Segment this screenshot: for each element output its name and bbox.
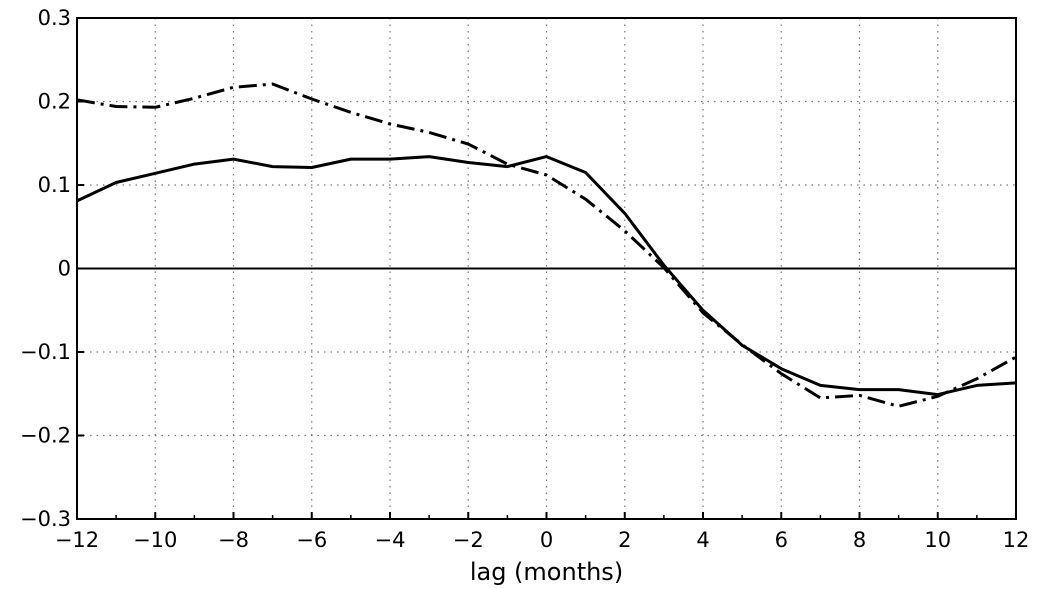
x-tick-label: −8 [218,528,249,552]
x-tick-label: 12 [1003,528,1030,552]
x-tick-label: −2 [453,528,484,552]
x-tick-label: −6 [296,528,327,552]
series-line-solid [76,155,1017,397]
grid [77,18,1016,519]
y-axis-tick-labels: 0.3 0.2 0.1 0 −0.1 −0.2 −0.3 [20,6,71,531]
y-tick-label: −0.3 [20,507,71,531]
x-axis-tick-labels: −12 −10 −8 −6 −4 −2 0 2 4 6 8 10 12 [55,528,1030,552]
x-tick-label: 2 [618,528,631,552]
axis-ticks [76,17,1017,520]
x-tick-label: −10 [133,528,177,552]
x-tick-label: 8 [853,528,866,552]
x-tick-label: 10 [924,528,951,552]
y-tick-label: 0.1 [38,173,71,197]
y-tick-label: −0.2 [20,424,71,448]
x-tick-label: −12 [55,528,99,552]
series-line-dash-dot [76,82,1017,408]
x-axis-title: lag (months) [470,558,623,586]
y-tick-label: 0 [58,257,71,281]
x-tick-label: 4 [696,528,709,552]
y-tick-label: −0.1 [20,340,71,364]
x-tick-label: −4 [375,528,406,552]
series-layer [76,82,1017,408]
y-tick-label: 0.2 [38,90,71,114]
x-tick-label: 6 [775,528,788,552]
x-tick-label: 0 [540,528,553,552]
y-tick-label: 0.3 [38,6,71,30]
